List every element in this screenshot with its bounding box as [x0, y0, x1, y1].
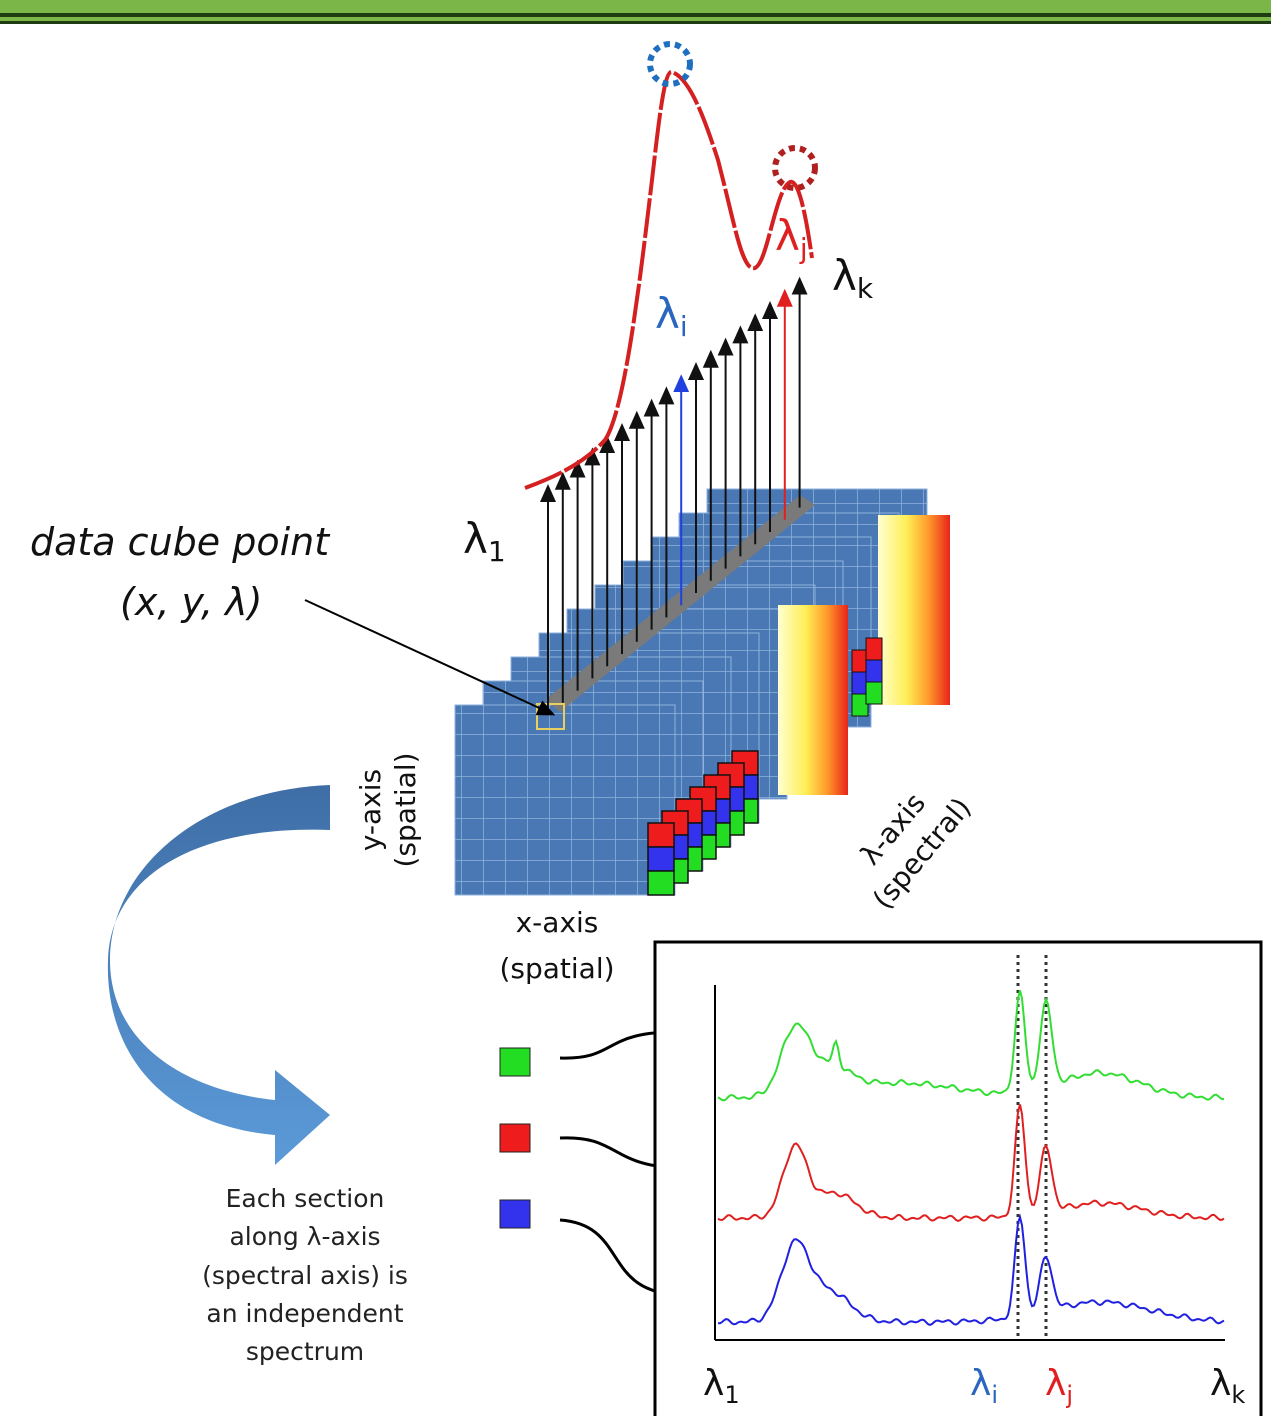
spectra-panel [653, 940, 1263, 1416]
subscript: k [857, 272, 874, 305]
pixel-green [499, 1047, 531, 1077]
point-label: data cube point [30, 520, 331, 564]
symbol: λ [655, 289, 680, 338]
data-cube [454, 488, 950, 896]
panel-label: λ1 [703, 1363, 740, 1409]
peak-marker [772, 145, 818, 191]
spectrum [718, 1213, 1225, 1326]
symbol: λ [703, 1363, 724, 1404]
subscript: i [680, 310, 688, 343]
spectral-arrows [540, 276, 808, 715]
axis-label: (spatial) [499, 952, 614, 985]
symbol: λ [1210, 1363, 1231, 1404]
banner [0, 0, 1271, 22]
symbol: λ [463, 514, 488, 563]
spectrum [717, 990, 1225, 1102]
pixel [851, 693, 869, 717]
subscript: i [991, 1381, 998, 1409]
subscript: j [799, 232, 808, 265]
banner-line [0, 13, 1271, 17]
pixel [865, 659, 883, 683]
note-line: an independent [206, 1299, 403, 1328]
subscript: 1 [488, 535, 506, 568]
pixel [647, 822, 675, 848]
wavelength-label: λ1 [463, 514, 506, 568]
spectral-panel [778, 605, 848, 795]
spectra [717, 990, 1225, 1326]
note-line: Each section [226, 1184, 385, 1213]
symbol: λ [970, 1363, 991, 1404]
note-line: along λ-axis [229, 1222, 380, 1251]
axis-label: (spatial) [389, 752, 422, 867]
peak-marker [647, 41, 693, 87]
axis-label: y-axis [354, 769, 387, 851]
panel-label: λj [1045, 1363, 1073, 1409]
curved-arrow [107, 785, 330, 1165]
panel-label: λi [970, 1363, 998, 1409]
subscript: 1 [724, 1381, 739, 1409]
subscript: j [1065, 1381, 1073, 1409]
pixel [865, 681, 883, 705]
panel-label: λk [1210, 1363, 1245, 1409]
pixel-column [545, 495, 815, 712]
pixel [647, 846, 675, 872]
spectrum [717, 1104, 1225, 1222]
wavelength-label: λk [832, 251, 874, 305]
subscript: k [1231, 1381, 1245, 1409]
symbol: λ [832, 251, 857, 300]
pixel-red [499, 1123, 531, 1153]
wavelength-label: λj [775, 211, 808, 265]
spectrum-curve [524, 70, 814, 490]
pointer [304, 599, 556, 716]
cube-slice [454, 704, 676, 896]
note-line: spectrum [246, 1337, 364, 1366]
axis-label: x-axis [516, 906, 599, 939]
symbol: λ [1045, 1363, 1066, 1404]
pixel [647, 870, 675, 896]
point-coords: (x, y, λ) [120, 580, 262, 624]
note-line: (spectral axis) is [202, 1261, 408, 1290]
wavelength-label: λi [655, 289, 688, 343]
banner-line [0, 21, 1271, 24]
pixel-blue [499, 1199, 531, 1229]
symbol: λ [775, 211, 800, 260]
spectral-panel [878, 515, 950, 705]
pixel [865, 637, 883, 661]
